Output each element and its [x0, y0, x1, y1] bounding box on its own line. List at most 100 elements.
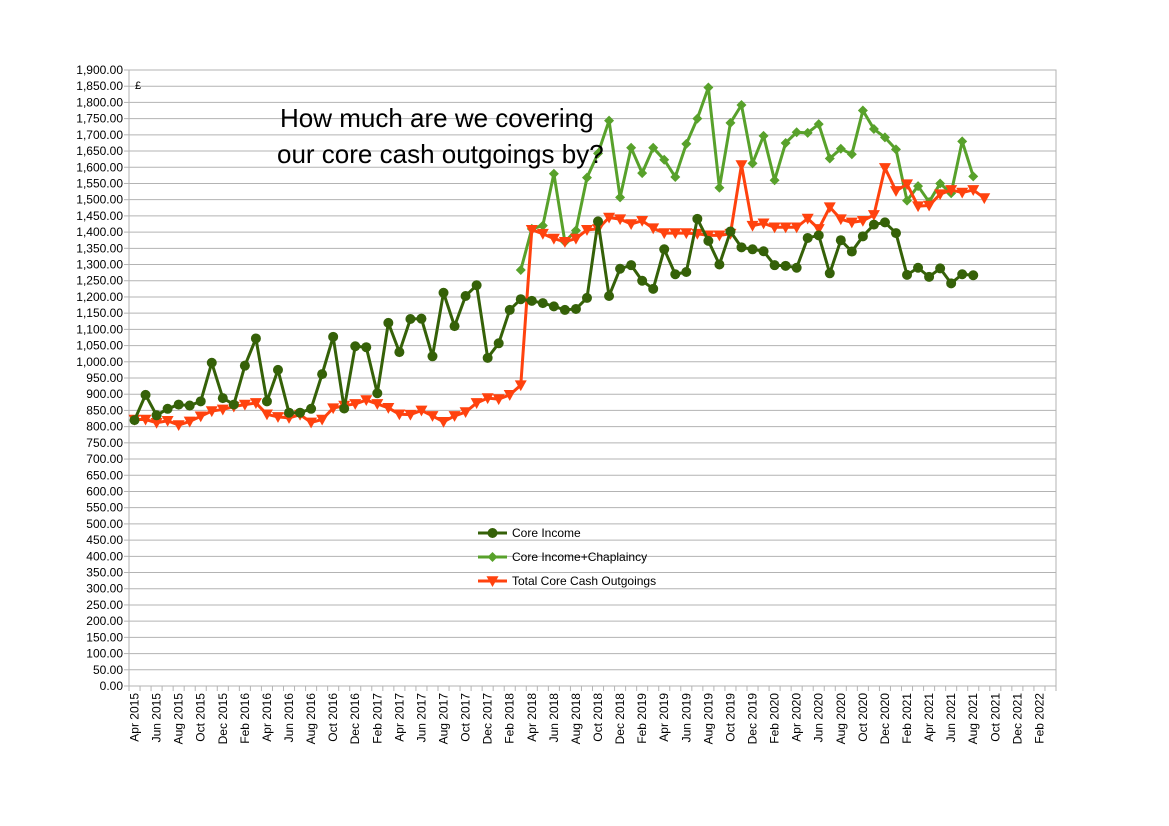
data-point: [328, 331, 339, 342]
data-point: [593, 148, 604, 159]
data-point: [603, 212, 616, 224]
x-tick-label: Apr 2020: [790, 693, 804, 742]
data-point: [780, 260, 791, 271]
data-point: [823, 202, 836, 214]
data-point: [725, 226, 736, 237]
data-point: [205, 406, 218, 418]
data-point: [162, 403, 173, 414]
chart-title-line-2: our core cash outgoings by?: [277, 139, 604, 169]
x-tick-label: Oct 2016: [326, 693, 340, 742]
y-tick-label: 1,850.00: [76, 79, 123, 93]
data-point: [547, 233, 560, 245]
data-point: [438, 287, 449, 298]
x-tick-label: Feb 2017: [370, 693, 384, 744]
data-point: [206, 357, 217, 368]
data-point: [647, 223, 660, 235]
y-tick-label: 200.00: [86, 614, 123, 628]
data-point: [846, 246, 857, 257]
data-point: [659, 154, 670, 165]
data-point: [306, 403, 317, 414]
data-point: [487, 552, 498, 562]
x-tick-label: Feb 2022: [1032, 693, 1046, 744]
y-tick-label: 450.00: [86, 533, 123, 547]
data-point: [426, 411, 439, 422]
y-tick-label: 800.00: [86, 420, 123, 434]
y-tick-label: 850.00: [86, 403, 123, 417]
y-tick-label: 0.00: [100, 679, 124, 693]
data-point: [834, 214, 847, 226]
x-tick-label: Jun 2020: [812, 693, 826, 743]
x-tick-label: Oct 2021: [988, 693, 1002, 742]
data-point: [250, 333, 261, 344]
data-point: [835, 235, 846, 246]
y-tick-label: 1,650.00: [76, 144, 123, 158]
data-point: [736, 100, 747, 111]
data-point: [626, 142, 637, 153]
series-layer: [128, 82, 991, 432]
y-tick-label: 150.00: [86, 630, 123, 644]
data-point: [735, 160, 748, 171]
x-tick-label: Aug 2018: [569, 693, 583, 745]
data-point: [968, 270, 979, 281]
data-point: [249, 398, 262, 409]
data-point: [536, 228, 549, 240]
data-point: [791, 262, 802, 273]
data-point: [383, 317, 394, 328]
data-point: [824, 268, 835, 279]
x-tick-label: Apr 2016: [260, 693, 274, 742]
x-tick-label: Oct 2017: [459, 693, 473, 742]
x-tick-label: Oct 2020: [856, 693, 870, 742]
data-point: [216, 404, 229, 416]
data-point: [349, 399, 362, 410]
data-point: [394, 347, 405, 358]
data-point: [801, 213, 814, 225]
data-point: [912, 201, 925, 213]
data-point: [703, 82, 714, 93]
data-point: [317, 369, 328, 380]
data-point: [471, 280, 482, 291]
x-tick-label: Dec 2019: [746, 693, 760, 745]
chart-title-line-1: How much are we covering: [280, 103, 594, 133]
data-point: [316, 414, 329, 426]
data-point: [581, 172, 592, 183]
x-tick-label: Aug 2020: [834, 693, 848, 745]
data-point: [360, 395, 373, 407]
legend-label: Total Core Cash Outgoings: [512, 574, 656, 588]
data-point: [945, 185, 958, 196]
data-point: [150, 417, 163, 429]
data-point: [968, 171, 979, 182]
data-point: [780, 137, 791, 148]
y-tick-label: 1,600.00: [76, 160, 123, 174]
x-tick-label: Apr 2021: [922, 693, 936, 742]
x-tick-label: Aug 2015: [172, 693, 186, 745]
legend-label: Core Income+Chaplaincy: [512, 550, 647, 564]
data-point: [856, 215, 869, 227]
data-point: [692, 213, 703, 224]
data-point: [913, 262, 924, 273]
data-point: [350, 341, 361, 352]
data-point: [470, 398, 483, 409]
data-point: [978, 193, 991, 205]
x-tick-label: Apr 2017: [392, 693, 406, 742]
x-tick-label: Jun 2016: [282, 693, 296, 743]
data-point: [802, 127, 813, 138]
data-point: [515, 294, 526, 305]
x-tick-label: Apr 2019: [657, 693, 671, 742]
legend: Core Income Core Income+Chaplaincy Total C…: [478, 526, 656, 588]
x-tick-label: Aug 2021: [966, 693, 980, 745]
data-point: [581, 292, 592, 303]
y-tick-label: 50.00: [93, 663, 123, 677]
data-point: [902, 269, 913, 280]
x-tick-label: Feb 2018: [503, 693, 517, 744]
data-point: [967, 185, 980, 196]
data-point: [769, 260, 780, 271]
data-point: [934, 189, 947, 201]
y-tick-label: 500.00: [86, 517, 123, 531]
data-point: [295, 407, 306, 418]
data-point: [537, 220, 548, 231]
data-point: [140, 389, 151, 400]
data-point: [812, 224, 825, 235]
data-point: [361, 342, 372, 353]
data-point: [681, 138, 692, 149]
y-tick-label: 400.00: [86, 549, 123, 563]
